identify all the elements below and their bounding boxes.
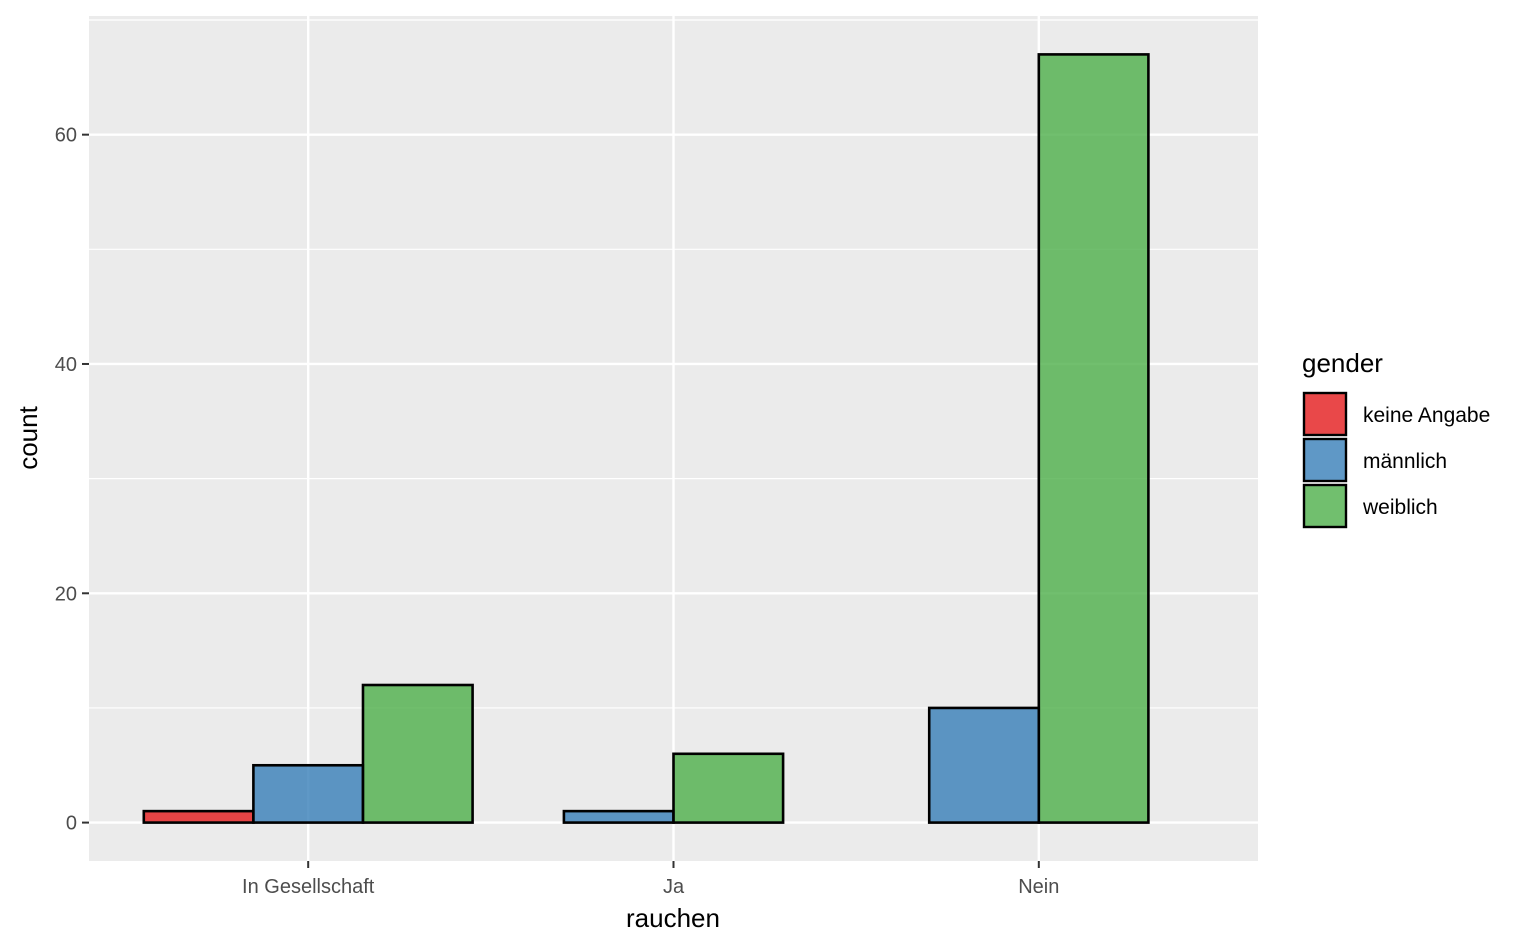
bar-keine-angabe (142, 809, 255, 824)
bar-männlich (252, 763, 365, 824)
y-axis-title: count (13, 405, 43, 469)
y-tick-label: 60 (55, 125, 77, 147)
legend: gender keine Angabe männlich weiblich (1302, 348, 1490, 529)
bars (142, 53, 1150, 824)
x-axis: In Gesellschaft Ja Nein (242, 861, 1059, 898)
x-tick-label: Ja (663, 876, 685, 898)
legend-label: keine Angabe (1363, 404, 1490, 427)
legend-key (1302, 483, 1348, 529)
legend-key (1302, 437, 1348, 483)
legend-label: weiblich (1362, 496, 1438, 519)
x-axis-title: rauchen (626, 903, 720, 933)
y-tick-label: 0 (66, 813, 77, 835)
legend-title: gender (1302, 348, 1383, 378)
x-tick-label: In Gesellschaft (242, 876, 375, 898)
x-tick-label: Nein (1018, 876, 1059, 898)
legend-key (1302, 391, 1348, 437)
y-axis: 0 20 40 60 (55, 125, 89, 835)
legend-label: männlich (1363, 450, 1447, 473)
y-tick-label: 40 (55, 354, 77, 376)
bar-weiblich (361, 683, 474, 824)
bar-männlich (927, 706, 1041, 824)
y-tick-label: 20 (55, 583, 77, 605)
bar-weiblich (672, 752, 785, 824)
bar-weiblich (1037, 53, 1150, 824)
bar-männlich (562, 809, 675, 824)
